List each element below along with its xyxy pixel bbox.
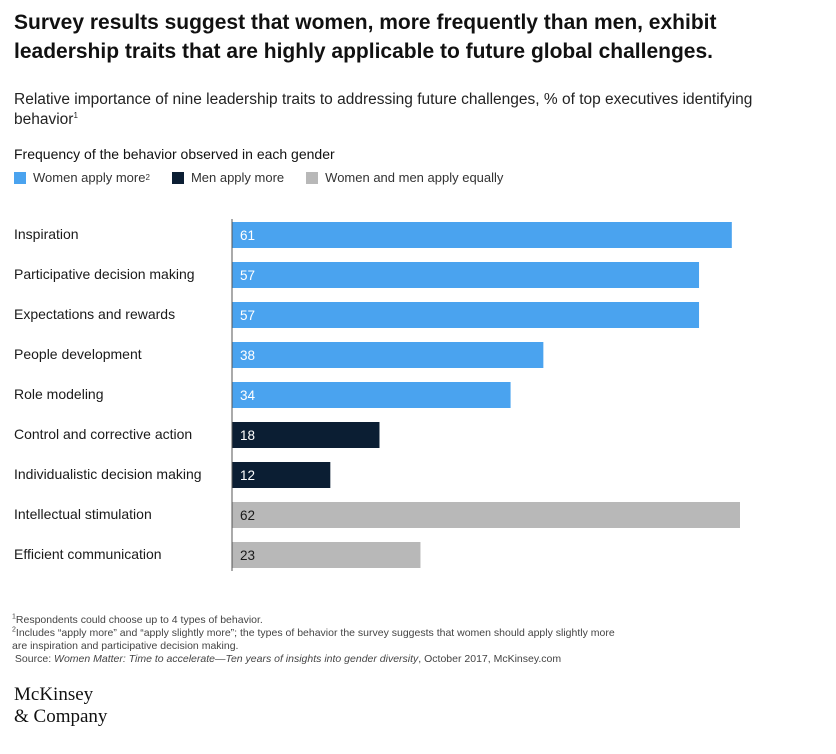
category-label-inspiration: Inspiration	[14, 226, 79, 242]
category-label-efficient-communication: Efficient communication	[14, 546, 162, 562]
footnote-2: 2Includes “apply more” and “apply slight…	[12, 627, 712, 653]
legend-label-women: Women apply more	[33, 170, 146, 185]
source-label: Source:	[14, 653, 55, 665]
source-title: Women Matter: Time to accelerate—Ten yea…	[54, 653, 419, 665]
value-label-control-and-corrective-action: 18	[240, 428, 255, 443]
category-label-participative-decision-making: Participative decision making	[14, 266, 195, 282]
value-label-individualistic-decision-making: 12	[240, 468, 255, 483]
bar-expectations-and-rewards	[232, 302, 700, 328]
legend-item-men: Men apply more	[171, 170, 285, 185]
mckinsey-logo: McKinsey & Company	[14, 684, 107, 728]
bar-efficient-communication	[232, 542, 421, 568]
legend-title: Frequency of the behavior observed in ea…	[14, 146, 335, 162]
legend-label-equal: Women and men apply equally	[325, 170, 504, 185]
legend-label-men: Men apply more	[190, 170, 285, 185]
category-label-role-modeling: Role modeling	[14, 386, 104, 402]
bar-individualistic-decision-making	[232, 462, 331, 488]
footnote-2-mark: 2	[12, 626, 16, 634]
category-label-control-and-corrective-action: Control and corrective action	[14, 426, 192, 442]
value-label-efficient-communication: 23	[240, 548, 255, 563]
footnotes: 1Respondents could choose up to 4 types …	[12, 614, 712, 666]
value-label-participative-decision-making: 57	[240, 268, 255, 283]
chart-title: Survey results suggest that women, more …	[14, 11, 717, 63]
legend: Women apply more 2 Men apply more Women a…	[14, 170, 503, 185]
legend-swatch-women	[14, 171, 26, 184]
legend-item-equal: Women and men apply equally	[306, 170, 503, 185]
footnote-2-text: Includes “apply more” and “apply slightl…	[12, 627, 615, 652]
category-label-individualistic-decision-making: Individualistic decision making	[14, 466, 202, 482]
footnote-1-text: Respondents could choose up to 4 types o…	[15, 614, 263, 626]
category-label-people-development: People development	[14, 346, 142, 362]
footnote-1: 1Respondents could choose up to 4 types …	[12, 614, 712, 627]
bar-people-development	[232, 342, 544, 368]
category-label-intellectual-stimulation: Intellectual stimulation	[14, 506, 152, 522]
value-label-intellectual-stimulation: 62	[240, 508, 255, 523]
source-rest: , October 2017, McKinsey.com	[418, 653, 562, 665]
legend-item-women: Women apply more 2	[14, 170, 150, 185]
value-label-role-modeling: 34	[240, 388, 256, 403]
logo-line-2: & Company	[14, 706, 108, 727]
footnote-1-mark: 1	[12, 613, 16, 621]
bar-control-and-corrective-action	[232, 422, 380, 448]
legend-swatch-equal	[306, 171, 319, 184]
legend-swatch-men	[171, 171, 184, 184]
subtitle-footnote-mark: 1	[73, 110, 78, 120]
chart-subtitle: Relative importance of nine leadership t…	[14, 90, 814, 130]
bar-chart: Inspiration 61 Participative decision maki…	[14, 219, 740, 571]
logo-line-1: McKinsey	[14, 684, 94, 705]
bar-inspiration	[232, 222, 732, 248]
value-label-people-development: 38	[240, 348, 255, 363]
subtitle-text: Relative importance of nine leadership t…	[14, 91, 753, 128]
category-label-expectations-and-rewards: Expectations and rewards	[14, 306, 175, 322]
value-label-expectations-and-rewards: 57	[240, 308, 255, 323]
source-note: Source: Women Matter: Time to accelerate…	[12, 653, 712, 666]
bar-participative-decision-making	[232, 262, 700, 288]
bar-role-modeling	[232, 382, 511, 408]
value-label-inspiration: 61	[240, 228, 255, 243]
bar-intellectual-stimulation	[232, 502, 740, 528]
